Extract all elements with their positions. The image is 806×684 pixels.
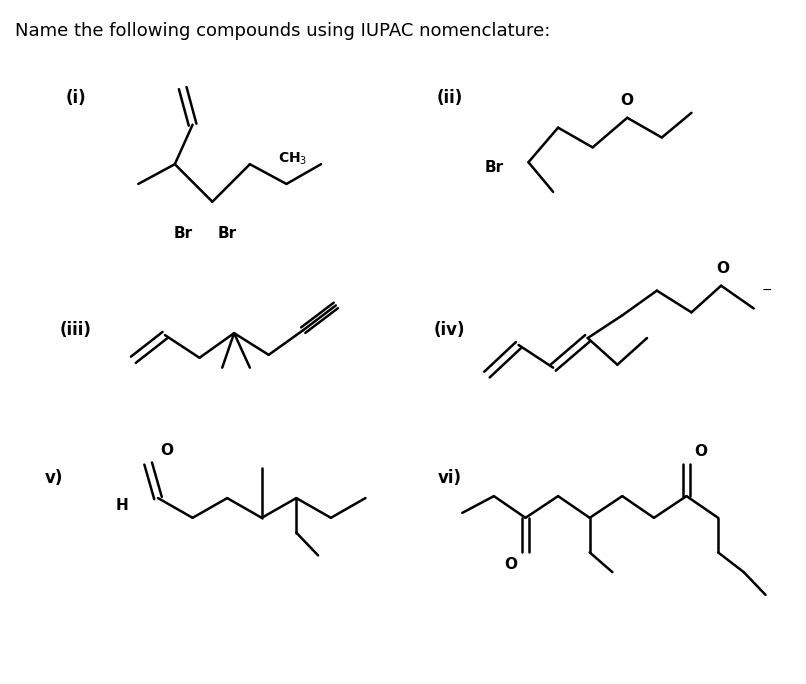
Text: Br: Br [173, 226, 193, 241]
Text: −: − [762, 284, 772, 297]
Text: O: O [621, 93, 634, 108]
Text: CH$_3$: CH$_3$ [277, 151, 307, 168]
Text: v): v) [45, 469, 64, 487]
Text: O: O [160, 443, 173, 458]
Text: Br: Br [218, 226, 236, 241]
Text: O: O [717, 261, 729, 276]
Text: H: H [115, 499, 128, 514]
Text: Name the following compounds using IUPAC nomenclature:: Name the following compounds using IUPAC… [15, 22, 550, 40]
Text: (iii): (iii) [60, 321, 92, 339]
Text: vi): vi) [438, 469, 461, 487]
Text: Br: Br [484, 159, 504, 174]
Text: (i): (i) [66, 89, 86, 107]
Text: (iv): (iv) [434, 321, 465, 339]
Text: O: O [695, 443, 708, 458]
Text: (ii): (ii) [436, 89, 463, 107]
Text: O: O [505, 557, 517, 573]
